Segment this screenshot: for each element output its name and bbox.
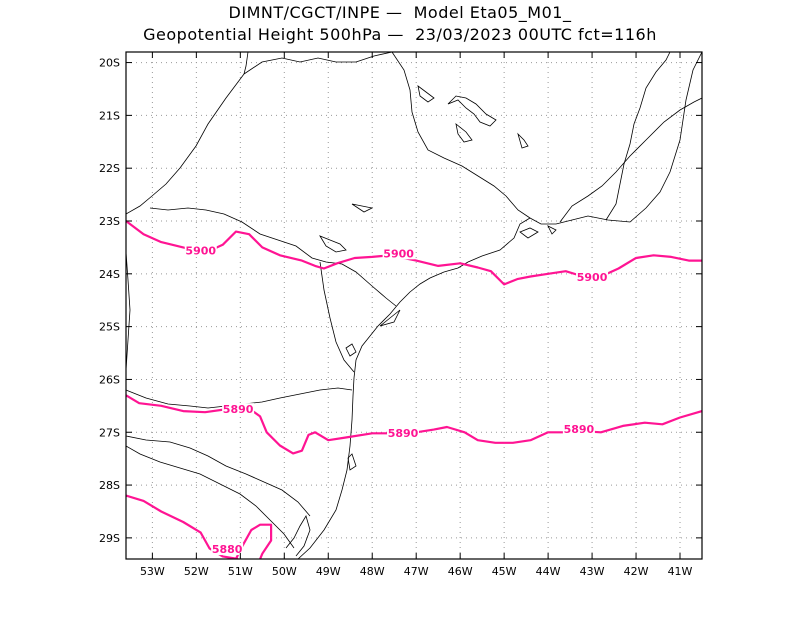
contour-label-bg — [562, 423, 595, 436]
state-border — [126, 73, 245, 215]
island-outline — [519, 225, 557, 239]
plot-frame — [125, 51, 703, 560]
state-border — [605, 52, 671, 221]
state-border — [126, 251, 131, 371]
contour-label-bg — [387, 426, 420, 439]
state-border — [319, 261, 355, 373]
state-border — [149, 207, 397, 307]
x-tick-label: 46W — [448, 565, 473, 578]
contour-label: 5890 — [564, 423, 595, 436]
contour-line-5880 — [234, 523, 273, 559]
contour-label: 5880 — [212, 543, 243, 556]
y-tick-label: 22S — [99, 162, 120, 175]
x-tick-label: 42W — [624, 565, 649, 578]
x-tick-label: 45W — [492, 565, 517, 578]
reservoir-outline — [447, 95, 497, 127]
map-title-line1: DIMNT/CGCT/INPE — Model Eta05_M01_ — [228, 3, 572, 22]
axes: 53W 52W 51W 50W 49W 48W 47W 46W 45W 44W 43W 42W 41W 2… — [99, 52, 702, 578]
x-tick-label: 51W — [228, 565, 253, 578]
contour-label: 5890 — [388, 427, 419, 440]
reservoir-outline — [417, 85, 435, 103]
x-tick-label: 44W — [536, 565, 561, 578]
state-border — [559, 97, 702, 223]
lagoon-outline — [285, 515, 311, 557]
state-border — [243, 52, 249, 75]
y-tick-label: 25S — [99, 321, 120, 334]
x-tick-label: 47W — [404, 565, 429, 578]
contour-label-bg — [222, 403, 255, 416]
y-tick-label: 20S — [99, 57, 120, 70]
x-tick-label: 48W — [360, 565, 385, 578]
reservoir-outline — [455, 123, 473, 143]
x-tick-label: 53W — [140, 565, 165, 578]
x-tick-label: 52W — [184, 565, 209, 578]
x-tick-label: 50W — [272, 565, 297, 578]
y-tick-label: 27S — [99, 426, 120, 439]
island-outline — [347, 453, 357, 471]
contour-label-bg — [211, 543, 244, 556]
contour-label: 5890 — [223, 403, 254, 416]
bay-outline — [379, 309, 401, 327]
contour-label: 5900 — [383, 247, 414, 260]
x-tick-label: 41W — [668, 565, 693, 578]
coastline — [297, 52, 702, 559]
country-border — [126, 445, 295, 549]
y-tick-label: 23S — [99, 215, 120, 228]
y-tick-label: 24S — [99, 268, 120, 281]
reservoir-outline — [517, 132, 529, 149]
x-tick-label: 43W — [580, 565, 605, 578]
y-tick-label: 26S — [99, 373, 120, 386]
y-tick-label: 21S — [99, 109, 120, 122]
reservoir-outline — [351, 203, 374, 213]
contour-label-bg — [382, 247, 415, 260]
contour-label-bg — [184, 244, 217, 257]
y-tick-label: 29S — [99, 532, 120, 545]
contour-label: 5900 — [577, 271, 608, 284]
plot-background — [126, 52, 702, 559]
state-border — [126, 435, 311, 517]
map-title-line2: Geopotential Height 500hPa — 23/03/2023 … — [143, 25, 657, 44]
state-border — [391, 52, 531, 219]
island-outline — [345, 343, 357, 357]
contour-label: 5900 — [185, 245, 216, 258]
x-tick-label: 49W — [316, 565, 341, 578]
contour-labels: 5900 5900 5900 5890 5890 5890 5880 — [184, 244, 609, 556]
contour-label-bg — [576, 271, 609, 284]
reservoir-outline — [319, 235, 347, 253]
y-tick-label: 28S — [99, 479, 120, 492]
state-border — [243, 52, 393, 75]
